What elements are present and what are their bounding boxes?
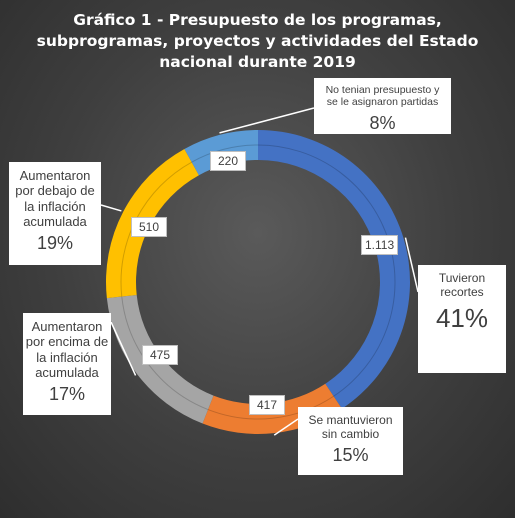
callout-label-encima-1: por encima de [25,334,109,350]
chart-title-line-3: nacional durante 2019 [159,53,356,71]
chart-title: Gráfico 1 - Presupuesto de los programas… [0,10,515,73]
callout-label-sin_cambio-1: sin cambio [321,427,380,442]
value-label-encima: 475 [142,345,178,365]
leader-line-sin_cambio [273,418,299,436]
leader-line-encima [110,321,137,376]
leader-line-recortes [404,237,419,293]
leader-line-sin_presupuesto [219,107,315,134]
chart-title-line-2: subprogramas, proyectos y actividades de… [36,32,479,50]
callout-percent-recortes: 41% [435,303,489,334]
value-label-recortes: 1.113 [361,235,399,255]
callout-label-recortes-0: Tuvieron [438,271,486,285]
callout-label-encima-0: Aumentaron [31,319,103,334]
slice-recortes[interactable] [258,130,410,409]
callout-label-encima-3: acumulada [35,364,99,380]
callout-recortes: Tuvieron recortes 41% [418,265,506,373]
callout-label-encima-2: la inflación [36,349,98,365]
callout-label-sin_presupuesto-0: No tenian presupuesto y [325,84,440,96]
callout-debajo: Aumentaron por debajo de la inflación acumu… [9,162,101,265]
value-label-sin_cambio: 417 [249,395,285,415]
callout-percent-sin_cambio: 15% [332,445,369,466]
value-label-sin_presupuesto: 220 [210,151,246,171]
callout-percent-sin_presupuesto: 8% [369,112,396,133]
slice-debajo[interactable] [106,149,199,299]
chart-title-line-1: Gráfico 1 - Presupuesto de los programas… [73,11,442,29]
callout-percent-encima: 17% [48,384,86,405]
leader-line-debajo [100,204,122,212]
callout-label-debajo-0: Aumentaron [19,168,91,183]
value-label-debajo: 510 [131,217,167,237]
callout-encima: Aumentaron por encima de la inflación acumu… [23,313,111,415]
callout-sin_cambio: Se mantuvieron sin cambio 15% [298,407,403,475]
slice-ring-sin_presupuesto [191,144,259,163]
callout-label-debajo-3: acumulada [23,213,87,229]
callout-label-debajo-2: la inflación [24,198,86,214]
callout-label-debajo-1: por debajo de [15,183,95,199]
callout-label-sin_cambio-0: Se mantuvieron [308,413,393,427]
callout-label-recortes-1: recortes [440,285,484,300]
slice-ring-sin_cambio [207,395,334,420]
callout-label-sin_presupuesto-1: se le asignaron partidas [326,96,439,109]
callout-percent-debajo: 19% [36,233,74,254]
callout-sin_presupuesto: No tenian presupuesto y se le asignaron p… [314,78,451,134]
slice-ring-encima [121,296,209,411]
